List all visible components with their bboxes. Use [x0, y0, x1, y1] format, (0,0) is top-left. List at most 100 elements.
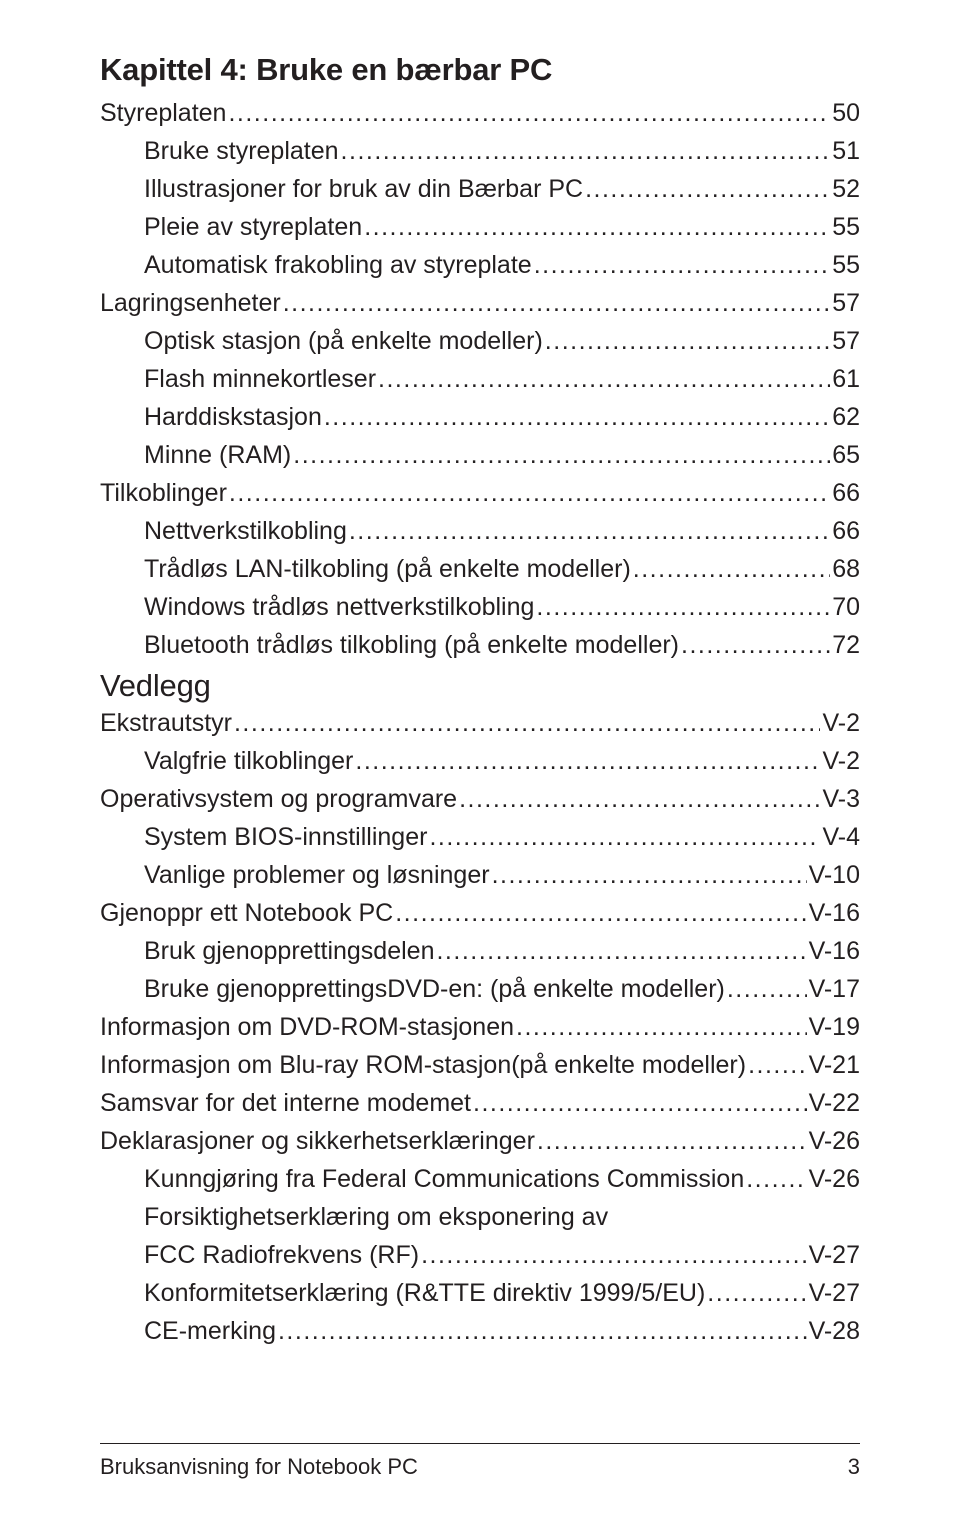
toc-entry-page: 55: [832, 208, 860, 246]
toc-entry-page: V-2: [822, 742, 860, 780]
toc-entry-label: Kunngjøring fra Federal Communications C…: [144, 1160, 744, 1198]
footer-text-left: Bruksanvisning for Notebook PC: [100, 1454, 418, 1480]
toc-entry: Informasjon om Blu-ray ROM-stasjon(på en…: [100, 1046, 860, 1084]
toc-leader-dots: [278, 1312, 807, 1350]
toc-entry: Gjenoppr ett Notebook PC V-16: [100, 894, 860, 932]
toc-entry-page: 68: [832, 550, 860, 588]
page-content: Kapittel 4: Bruke en bærbar PC Styreplat…: [0, 0, 960, 1350]
toc-leader-dots: [727, 970, 807, 1008]
toc-entry: Lagringsenheter 57: [100, 284, 860, 322]
toc-entry-label: Bruke gjenopprettingsDVD-en: (på enkelte…: [144, 970, 725, 1008]
toc-entry-label: Styreplaten: [100, 94, 226, 132]
toc-leader-dots: [436, 932, 806, 970]
toc-entry: Automatisk frakobling av styreplate 55: [100, 246, 860, 284]
toc-leader-dots: [421, 1236, 807, 1274]
toc-entry-label: Bruk gjenopprettingsdelen: [144, 932, 434, 970]
toc-leader-dots: [341, 132, 831, 170]
toc-leader-dots: [229, 474, 830, 512]
toc-entry-label: Bruke styreplaten: [144, 132, 339, 170]
toc-entry: Bluetooth trådløs tilkobling (på enkelte…: [100, 626, 860, 664]
toc-entry: Operativsystem og programvare V-3: [100, 780, 860, 818]
toc-entry-page: 55: [832, 246, 860, 284]
toc-entry-page: 50: [832, 94, 860, 132]
toc-entry-page: V-26: [809, 1160, 860, 1198]
toc-leader-dots: [585, 170, 830, 208]
toc-entry-page: V-22: [809, 1084, 860, 1122]
chapter-title: Kapittel 4: Bruke en bærbar PC: [100, 52, 860, 88]
toc-entry-page: 70: [832, 588, 860, 626]
toc-leader-dots: [748, 1046, 806, 1084]
toc-entry-label: Bluetooth trådløs tilkobling (på enkelte…: [144, 626, 679, 664]
toc-entry-label: Trådløs LAN-tilkobling (på enkelte model…: [144, 550, 631, 588]
toc-entry-label: Gjenoppr ett Notebook PC: [100, 894, 393, 932]
toc-entry-label: Samsvar for det interne modemet: [100, 1084, 471, 1122]
toc-leader-dots: [492, 856, 807, 894]
toc-entry-label: Minne (RAM): [144, 436, 291, 474]
toc-entry-page: 51: [832, 132, 860, 170]
toc-entry: Optisk stasjon (på enkelte modeller) 57: [100, 322, 860, 360]
toc-entry-page: 66: [832, 474, 860, 512]
toc-entry-page: 57: [832, 322, 860, 360]
toc-entry-page: V-2: [822, 704, 860, 742]
toc-leader-dots: [395, 894, 806, 932]
toc-entry-page: V-26: [809, 1122, 860, 1160]
toc-entry-label: Informasjon om Blu-ray ROM-stasjon(på en…: [100, 1046, 746, 1084]
toc-leader-dots: [234, 704, 820, 742]
toc-entry-page: 65: [832, 436, 860, 474]
toc-entry-label: Flash minnekortleser: [144, 360, 376, 398]
toc-leader-dots: [681, 626, 830, 664]
toc-entry-page: V-3: [822, 780, 860, 818]
toc-entry-label: Valgfrie tilkoblinger: [144, 742, 353, 780]
toc-entry: CE-merking V-28: [100, 1312, 860, 1350]
toc-entry-page: V-19: [809, 1008, 860, 1046]
toc-entry-page: 52: [832, 170, 860, 208]
toc-entry-label: Optisk stasjon (på enkelte modeller): [144, 322, 543, 360]
toc-leader-dots: [537, 1122, 807, 1160]
toc-leader-dots: [516, 1008, 807, 1046]
toc-leader-dots: [364, 208, 830, 246]
toc-entry: Konformitetserklæring (R&TTE direktiv 19…: [100, 1274, 860, 1312]
toc-entry-label: Informasjon om DVD-ROM-stasjonen: [100, 1008, 514, 1046]
toc-entry: Kunngjøring fra Federal Communications C…: [100, 1160, 860, 1198]
toc-leader-dots: [324, 398, 830, 436]
toc-entry: Deklarasjoner og sikkerhetserklæringer V-…: [100, 1122, 860, 1160]
toc-leader-dots: [293, 436, 830, 474]
toc-entry-page: V-16: [809, 894, 860, 932]
toc-entry-label: CE-merking: [144, 1312, 276, 1350]
toc-entry-label: Pleie av styreplaten: [144, 208, 362, 246]
toc-leader-dots: [355, 742, 820, 780]
toc-entry: Nettverkstilkobling66: [100, 512, 860, 550]
toc-entry-label: Automatisk frakobling av styreplate: [144, 246, 532, 284]
toc-entry-label: Windows trådløs nettverkstilkobling: [144, 588, 534, 626]
toc-leader-dots: [545, 322, 830, 360]
toc-leader-dots: [349, 512, 830, 550]
toc-entry-label: Nettverkstilkobling: [144, 512, 347, 550]
toc-entry: Minne (RAM) 65: [100, 436, 860, 474]
toc-entry-label: Operativsystem og programvare: [100, 780, 457, 818]
toc-leader-dots: [459, 780, 820, 818]
toc-entry-page: V-27: [809, 1274, 860, 1312]
toc-entry-page: V-4: [822, 818, 860, 856]
toc-entry: Tilkoblinger66: [100, 474, 860, 512]
toc-leader-dots: [536, 588, 830, 626]
toc-entry: Bruk gjenopprettingsdelen V-16: [100, 932, 860, 970]
footer-rule: [100, 1443, 860, 1444]
toc-entry-page: V-17: [809, 970, 860, 1008]
toc-entry-page: V-28: [809, 1312, 860, 1350]
toc-entry-label: Illustrasjoner for bruk av din Bærbar PC: [144, 170, 583, 208]
toc-entry: Trådløs LAN-tilkobling (på enkelte model…: [100, 550, 860, 588]
toc-entry: Vanlige problemer og løsningerV-10: [100, 856, 860, 894]
toc-entry-label: Deklarasjoner og sikkerhetserklæringer: [100, 1122, 535, 1160]
toc-leader-dots: [473, 1084, 807, 1122]
toc-entry-page: V-16: [809, 932, 860, 970]
toc-entry-page: V-27: [809, 1236, 860, 1274]
toc-entry-page: 57: [832, 284, 860, 322]
toc-entry-label: Ekstrautstyr: [100, 704, 232, 742]
toc-entry: Flash minnekortleser61: [100, 360, 860, 398]
toc-entry: Styreplaten 50: [100, 94, 860, 132]
toc-entry: Bruke gjenopprettingsDVD-en: (på enkelte…: [100, 970, 860, 1008]
toc-entry-label: Lagringsenheter: [100, 284, 281, 322]
toc-entry-label: Harddiskstasjon: [144, 398, 322, 436]
toc-entry-label: FCC Radiofrekvens (RF): [144, 1236, 419, 1274]
table-of-contents: Styreplaten 50 Bruke styreplaten 51 Illustra…: [100, 94, 860, 1350]
